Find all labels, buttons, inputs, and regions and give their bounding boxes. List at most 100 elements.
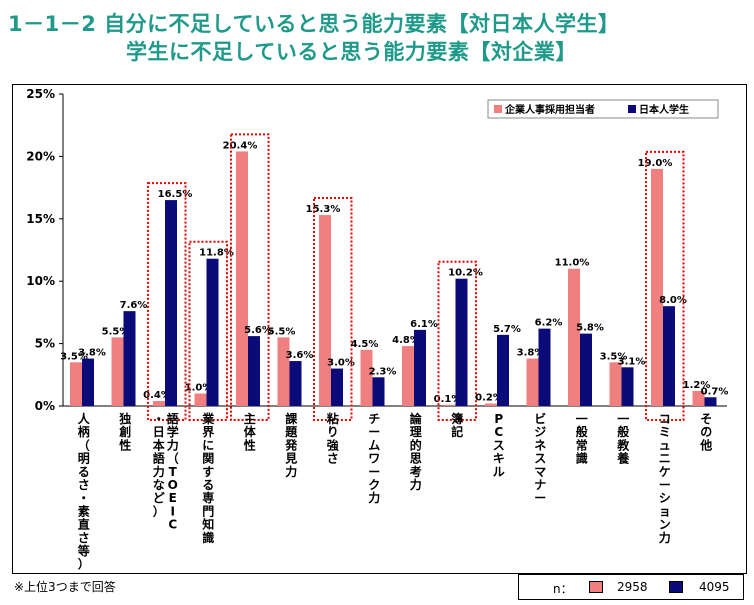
legend-swatch-series1 [494, 105, 502, 113]
n-label: n： [553, 582, 573, 596]
data-label: 3.8% [517, 348, 545, 359]
bar-series2 [663, 306, 675, 406]
data-label: 11.0% [555, 258, 590, 269]
footnote: ※上位3つまで回答 [14, 580, 116, 594]
data-label: 1.0% [185, 383, 213, 394]
data-label: 0.1% [434, 394, 462, 405]
y-tick-label: 15% [26, 212, 55, 226]
bar-series2 [248, 336, 260, 406]
bar-series2 [82, 358, 94, 406]
bar-series2 [165, 200, 177, 406]
bar-series2 [455, 278, 468, 406]
category-label: 一般教養 [616, 412, 630, 466]
data-label: 5.8% [576, 323, 604, 334]
data-label: 0.7% [701, 386, 729, 397]
bar-series2 [289, 361, 302, 406]
bar-series1 [526, 358, 539, 406]
bar-series1 [443, 404, 456, 406]
category-label: 一般常識 [576, 412, 588, 466]
data-label: 11.8% [199, 248, 234, 259]
bar-series2 [372, 377, 385, 406]
n-swatch-series2 [669, 581, 683, 593]
bar-series2 [414, 329, 426, 406]
n-value-series2: 4095 [699, 580, 730, 594]
highlight-box [645, 150, 685, 421]
bar-series1 [360, 349, 373, 406]
data-label: 0.2% [475, 393, 503, 404]
category-label: 主体性 [243, 411, 257, 452]
bar-series1 [111, 337, 124, 406]
highlight-box [313, 197, 353, 421]
data-label: 6.2% [535, 318, 563, 329]
bar-series1 [609, 362, 622, 406]
bar-series2 [497, 334, 509, 406]
highlight-box [437, 260, 477, 422]
bar-series1 [402, 346, 414, 406]
data-label: 3.8% [78, 348, 106, 359]
data-label: 5.5% [268, 326, 296, 337]
data-label: 5.7% [493, 324, 521, 335]
legend-label-series2: 日本人学生 [639, 103, 689, 116]
data-label: 0.4% [143, 390, 171, 401]
legend-label-series1: 企業人事採用担当者 [504, 103, 595, 116]
bar-series1 [568, 268, 580, 406]
n-value-series1: 2958 [617, 580, 648, 594]
data-label: 3.0% [327, 358, 355, 369]
category-label: チームワーク力 [368, 412, 380, 505]
bar-series1 [651, 168, 663, 406]
category-label: 人柄（明るさ・素直さ等） [77, 411, 91, 571]
category-label: P C スキル [493, 412, 505, 479]
highlight-box [147, 182, 187, 421]
bar-series1 [153, 401, 165, 406]
chart-frame [12, 84, 747, 574]
n-swatch-series1 [589, 581, 603, 593]
data-label: 15.3% [306, 204, 341, 215]
bar-series1 [277, 337, 290, 406]
data-label: 16.5% [158, 189, 193, 200]
data-label: 4.5% [351, 339, 379, 350]
bar-series2 [621, 367, 634, 406]
category-label: ビジネスマナー [534, 411, 546, 505]
bar-series1 [70, 362, 82, 406]
bar-series2 [538, 328, 551, 406]
category-label: 論理的思考力 [410, 411, 423, 492]
legend-box [487, 99, 719, 119]
highlight-box [230, 133, 270, 422]
page-title: 1－1－2 自分に不足していると思う能力要素【対日本人学生】 [8, 12, 620, 36]
legend-swatch-series2 [628, 105, 636, 113]
y-tick-label: 5% [35, 337, 55, 351]
data-label: 3.5% [600, 351, 628, 362]
page-subtitle: 学生に不足していると思う能力要素【対企業】 [126, 40, 577, 64]
data-label: 5.6% [244, 325, 272, 336]
data-label: 3.5% [60, 351, 88, 362]
bar-series1 [319, 215, 331, 406]
data-label: 5.5% [102, 326, 130, 337]
sample-size-box: n： 2958 4095 [518, 574, 744, 600]
y-tick-label: 20% [26, 149, 55, 163]
data-label: 20.4% [223, 140, 258, 151]
bar-series2 [704, 397, 717, 406]
data-label: 3.6% [286, 350, 314, 361]
category-label: 独創性 [118, 411, 131, 452]
category-label: 簿記 [451, 411, 463, 439]
bar-series1 [236, 151, 248, 406]
data-label: 1.2% [683, 380, 711, 391]
y-tick-label: 0% [35, 399, 55, 413]
bar-series1 [485, 403, 497, 406]
bar-series1 [692, 391, 705, 406]
category-label: コミュニケーション力 [659, 412, 671, 545]
category-label: 語学力（ T O E I C [167, 411, 179, 532]
bar-series2 [331, 368, 343, 406]
category-label: ・日本語力など） [153, 412, 165, 518]
category-label: 粘り強さ [327, 411, 339, 466]
category-label: 課題発見力 [284, 411, 298, 479]
data-label: 7.6% [120, 300, 148, 311]
category-label: 業界に関する専門知識 [201, 411, 215, 545]
y-tick-label: 25% [26, 87, 55, 101]
bar-series2 [123, 311, 136, 406]
bar-series2 [206, 258, 219, 406]
bar-series2 [580, 333, 592, 406]
data-label: 2.3% [369, 366, 397, 377]
data-label: 10.2% [448, 268, 483, 279]
category-label: その他 [699, 412, 712, 452]
